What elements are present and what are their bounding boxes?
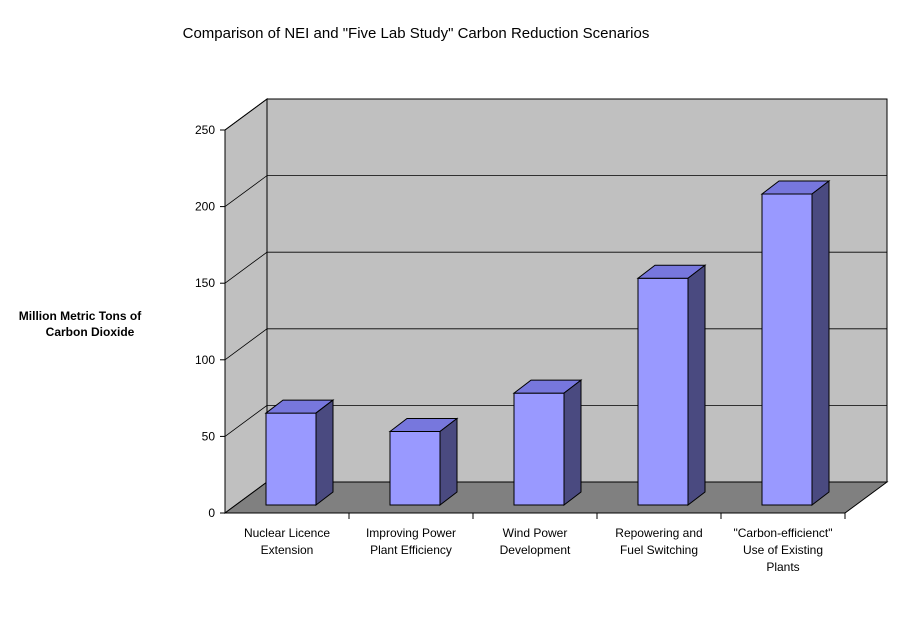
plot-area: 0 50 100 150 200 250 Nuclear Licence Extension I… — [195, 98, 889, 574]
bar-side — [563, 379, 582, 507]
x-tick-label: Extension — [261, 543, 314, 557]
x-tick-label: Plants — [766, 560, 799, 574]
x-tick-label: Development — [500, 543, 571, 557]
bar-side — [811, 179, 830, 507]
x-tick-label: Plant Efficiency — [370, 543, 452, 557]
side-wall — [224, 98, 268, 514]
bar — [265, 412, 317, 506]
y-tick-label: 150 — [195, 276, 215, 290]
x-tick-label: Nuclear Licence — [244, 526, 330, 540]
bar-side — [687, 264, 706, 507]
y-tick-label: 0 — [208, 506, 215, 520]
x-tick-label: Wind Power — [503, 526, 568, 540]
y-tick-label: 250 — [195, 123, 215, 137]
bar — [513, 392, 565, 506]
x-tick-label: Improving Power — [366, 526, 456, 540]
bar — [389, 430, 441, 506]
gridline — [224, 251, 887, 284]
y-tick-label: 50 — [202, 429, 216, 443]
x-tick-label: Fuel Switching — [620, 543, 698, 557]
gridline — [224, 175, 887, 207]
bar — [637, 277, 689, 506]
y-tick-label: 200 — [195, 200, 215, 214]
gridline — [224, 98, 887, 131]
bar-side — [315, 399, 334, 507]
bar-side — [439, 417, 458, 507]
x-tick-label: "Carbon-efficienct" — [733, 526, 832, 540]
chart-title: Comparison of NEI and "Five Lab Study" C… — [183, 25, 650, 42]
y-axis-label-line-1: Million Metric Tons of — [19, 309, 142, 323]
bar — [761, 193, 813, 506]
x-tick-label: Repowering and — [615, 526, 702, 540]
y-axis-label-line-2: Carbon Dioxide — [46, 325, 135, 339]
x-tick-label: Use of Existing — [743, 543, 823, 557]
y-tick-label: 100 — [195, 353, 215, 367]
